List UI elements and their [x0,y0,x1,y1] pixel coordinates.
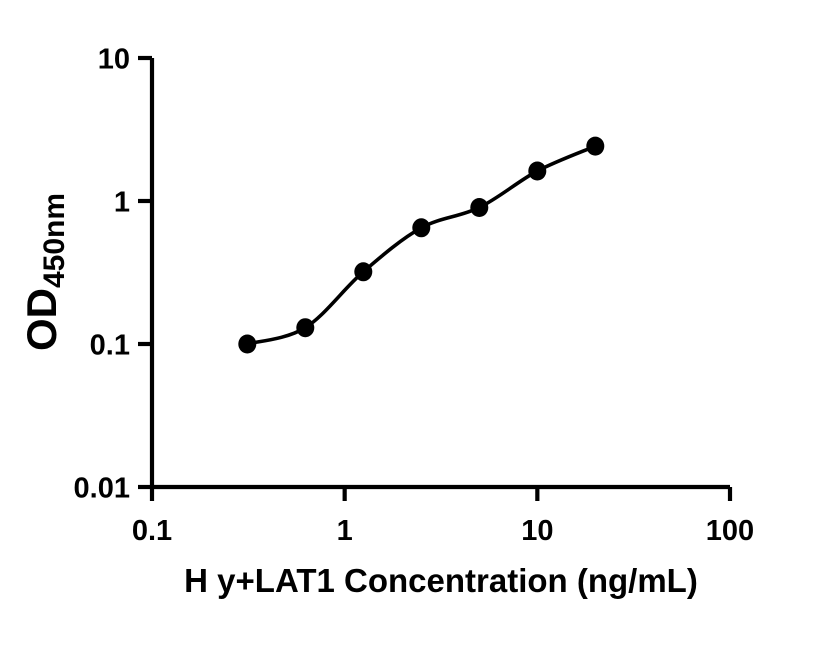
axis-ticks [138,55,733,501]
y-axis-title-subscript: 450nm [38,193,71,288]
x-tick-label: 0.1 [132,515,172,547]
y-tick-label: 1 [114,187,130,219]
data-point [528,161,547,181]
data-point [470,198,489,217]
y-tick-label: 0.1 [90,330,130,362]
data-series [238,136,605,354]
data-point [354,262,373,282]
x-tick-label: 10 [521,515,553,547]
y-tick-label: 10 [98,44,130,76]
data-point [238,334,257,354]
y-axis-title-main: OD [18,288,65,351]
data-point [412,218,431,238]
x-axis-title: H y+LAT1 Concentration (ng/mL) [184,562,698,599]
x-tick-label: 1 [337,515,353,547]
data-point [586,136,605,156]
y-axis-title: OD450nm [18,193,71,351]
data-point [296,318,315,338]
axes [149,58,730,490]
y-tick-label: 0.01 [74,473,130,505]
x-tick-label: 100 [706,515,754,547]
